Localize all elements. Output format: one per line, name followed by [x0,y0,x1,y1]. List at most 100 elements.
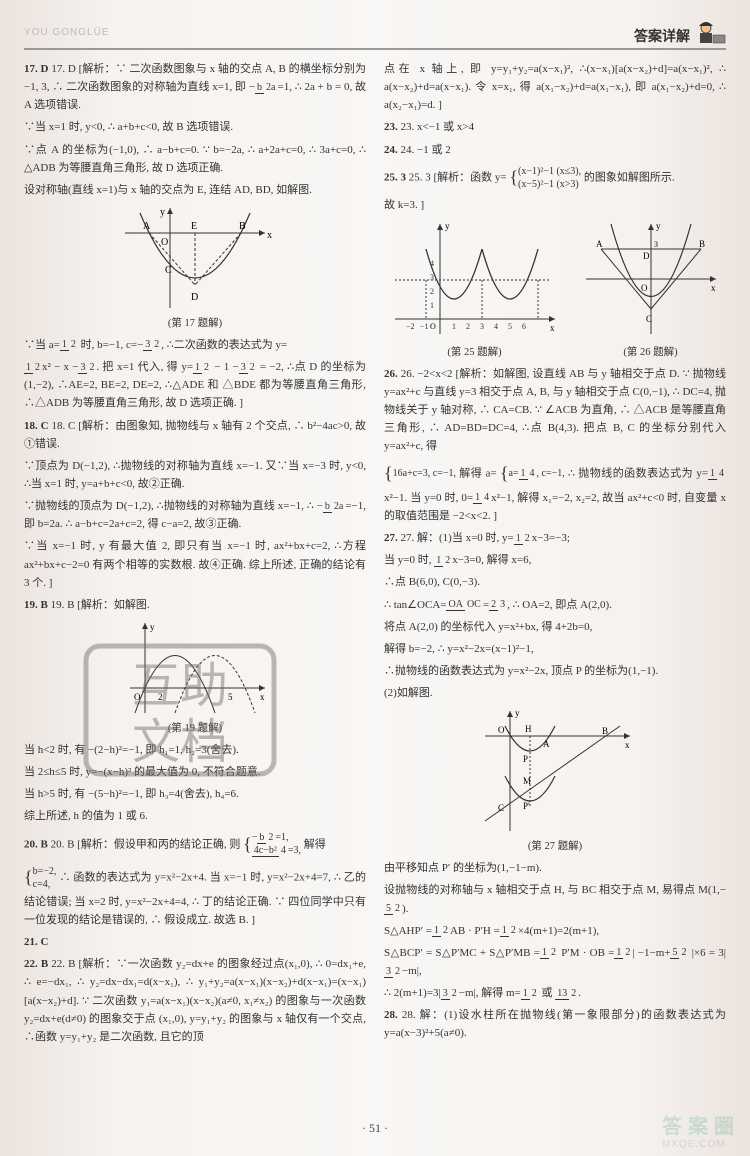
svg-text:O: O [430,322,436,331]
q25-concl: 故 k=3. ] [384,196,726,214]
q27-l10: S△AHP′ =12AB · P′H =12×4(m+1)=2(m+1), [384,922,726,940]
watermark-cn: 答案圈 [662,1110,740,1139]
q19: 19. B 19. B [解析：如解图. [24,596,366,614]
q28: 28. 28. 解：(1)设水柱所在抛物线(第一象限部分)的函数表达式为 y=a… [384,1006,726,1042]
q19-l1: 当 h<2 时, 有 −(2−h)²=−1, 即 h₁=1, h₂=3(舍去). [24,741,366,759]
svg-text:O: O [161,237,168,248]
svg-text:O: O [641,283,648,293]
q20-l1: { b=−2, c=4, ∴ 函数的表达式为 y=x²−2x+4. 当 x=−1… [24,863,366,929]
q20: 20. B 20. B [解析：假设甲和丙的结论正确, 则 { −b2=1, 4… [24,830,366,860]
svg-text:C: C [646,314,652,324]
svg-text:A: A [143,221,151,232]
svg-text:−1: −1 [420,322,429,331]
q22-cont: 点在 x 轴上, 即 y=y₁+y₂=a(x−x₁)², ∴(x−x₁)[a(x… [384,60,726,114]
q27-l6: ∴抛物线的函数表达式为 y=x²−2x, 顶点 P 的坐标为(1,−1). [384,662,726,680]
svg-text:C: C [498,803,504,813]
q27-l11: S△BCP′ = S△P′MC + S△P′MB =12 P′M · OB =1… [384,944,726,980]
q18-l1: ∵顶点为 D(−1,2), ∴抛物线的对称轴为直线 x=−1. 又∵当 x=−3… [24,457,366,493]
q27-l7: (2)如解图. [384,684,726,702]
q27-l3: ∴ tan∠OCA=OAOC=23, ∴ OA=2, 即点 A(2,0). [384,596,726,614]
q19-caption: (第 19 题解) [24,720,366,735]
svg-text:A: A [596,239,603,249]
svg-text:2: 2 [466,322,470,331]
q17-caption: (第 17 题解) [24,315,366,330]
svg-text:B: B [699,239,705,249]
q23: 23. 23. x<−1 或 x>4 [384,118,726,136]
svg-text:B: B [239,221,246,232]
svg-text:6: 6 [522,322,526,331]
right-column: 点在 x 轴上, 即 y=y₁+y₂=a(x−x₁)², ∴(x−x₁)[a(x… [384,60,726,1050]
svg-text:C: C [165,265,172,276]
left-column: 17. D 17. D [解析：∵ 二次函数图象与 x 轴的交点 A, B 的横… [24,60,366,1050]
q27-l1: 当 y=0 时, 12x−3=0, 解得 x=6, [384,551,726,569]
q18: 18. C 18. C [解析：由图象知, 抛物线与 x 轴有 2 个交点, ∴… [24,417,366,453]
svg-text:x: x [267,230,272,241]
q17: 17. D 17. D [解析：∵ 二次函数图象与 x 轴的交点 A, B 的横… [24,60,366,114]
q27-l2: ∴点 B(6,0), C(0,−3). [384,573,726,591]
svg-text:y: y [160,207,165,218]
svg-text:5: 5 [508,322,512,331]
svg-text:3: 3 [480,322,484,331]
page-header: YOU GONGLÜE 答案详解 [24,18,726,50]
svg-text:3: 3 [430,273,434,282]
q18-l2: ∵抛物线的顶点为 D(−1,2), ∴抛物线的对称轴为直线 x=−1, ∴ −b… [24,497,366,533]
q27: 27. 27. 解：(1)当 x=0 时, y=12x−3=−3; [384,529,726,547]
q25-caption: (第 25 题解) [390,344,560,359]
q18-l3: ∵当 x=−1 时, y 有最大值 2, 即只有当 x=−1 时, ax²+bx… [24,537,366,591]
q19-l2: 当 2≤h≤5 时, y=−(x−h)² 的最大值为 0, 不符合题意. [24,763,366,781]
svg-text:y: y [445,221,450,231]
q26: 26. 26. −2<x<2 [解析：如解图, 设直线 AB 与 y 轴相交于点… [384,365,726,456]
q27-l9: 设抛物线的对称轴与 x 轴相交于点 H, 与 BC 相交于点 M, 易得点 M(… [384,881,726,917]
site-watermark: 答案圈 MXQE.COM [662,1110,740,1150]
svg-text:x: x [550,323,555,333]
watermark-en: MXQE.COM [662,1139,740,1150]
svg-text:−2: −2 [406,322,415,331]
svg-text:P′: P′ [523,801,530,811]
q19-figure: O y x 2 5 [24,618,366,718]
svg-text:B: B [602,726,608,736]
q21: 21. C [24,933,366,951]
q17-l4: ∵当 a=12 时, b=−1, c=−32, ∴二次函数的表达式为 y= [24,336,366,354]
q25: 25. 3 25. 3 [解析：函数 y= { (x−1)²−1 (x≤3), … [384,163,726,193]
svg-text:1: 1 [430,301,434,310]
header-title: 答案详解 [634,26,690,46]
svg-text:2: 2 [430,287,434,296]
svg-text:y: y [515,708,520,718]
svg-text:x: x [625,740,630,750]
q27-l12: ∴ 2(m+1)=3|32−m|, 解得 m=12 或 132. [384,984,726,1002]
svg-text:1: 1 [452,322,456,331]
svg-text:4: 4 [494,322,498,331]
q25-26-figures: O y x −2−1 12 34 56 12 34 [384,219,726,365]
svg-text:D: D [191,292,198,303]
svg-text:3: 3 [654,240,658,249]
teacher-icon [696,18,726,46]
svg-text:M: M [523,776,531,786]
svg-text:D: D [643,251,650,261]
q17-l1: ∵当 x=1 时, y<0, ∴ a+b+c<0, 故 B 选项错误. [24,118,366,136]
svg-text:y: y [150,622,155,632]
q26-sys: {16a+c=3, c=−1, 解得 a= {a=14, c=−1, ∴ 抛物线… [384,459,726,525]
svg-text:P: P [523,754,528,764]
svg-text:E: E [191,221,197,232]
q19-l3: 当 h>5 时, 有 −(5−h)²=−1, 即 h₃=4(舍去), h₄=6. [24,785,366,803]
svg-text:O: O [498,725,505,735]
q22: 22. B 22. B [解析：∵一次函数 y₂=dx+e 的图象经过点(x₁,… [24,955,366,1046]
q17-figure: x y A O E B C D [24,203,366,313]
q19-l4: 综上所述, h 的值为 1 或 6. [24,807,366,825]
q27-l4: 将点 A(2,0) 的坐标代入 y=x²+bx, 得 4+2b=0, [384,618,726,636]
q17-l3: 设对称轴(直线 x=1)与 x 轴的交点为 E, 连结 AD, BD, 如解图. [24,181,366,199]
q17-l5: 12x² − x −32. 把 x=1 代入, 得 y=12 − 1 −32 =… [24,358,366,412]
q24: 24. 24. −1 或 2 [384,141,726,159]
q26-caption: (第 26 题解) [581,344,721,359]
svg-text:H: H [525,724,532,734]
svg-text:x: x [711,283,716,293]
svg-text:5: 5 [228,692,233,702]
header-watermark: YOU GONGLÜE [24,27,109,38]
svg-text:x: x [260,692,265,702]
q17-l2: ∵点 A 的坐标为(−1,0), ∴ a−b+c=0. ∵ b=−2a, ∴ a… [24,141,366,177]
svg-text:y: y [656,221,661,231]
page-number: · 51 · [0,1121,750,1136]
q27-caption: (第 27 题解) [384,838,726,853]
svg-text:2: 2 [158,692,163,702]
svg-text:A: A [543,739,550,749]
